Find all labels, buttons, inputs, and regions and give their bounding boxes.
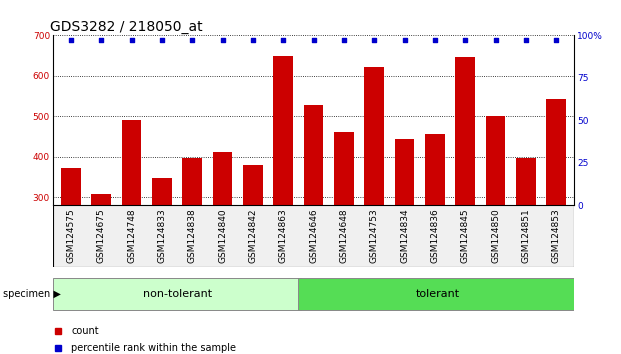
Text: GSM124648: GSM124648 — [340, 209, 348, 263]
Text: GSM124838: GSM124838 — [188, 209, 197, 263]
FancyBboxPatch shape — [299, 278, 578, 310]
Text: GSM124675: GSM124675 — [97, 209, 106, 263]
Point — [551, 38, 561, 43]
Point — [309, 38, 319, 43]
Bar — [546, 99, 566, 205]
Point — [188, 38, 197, 43]
Text: GSM124833: GSM124833 — [158, 209, 166, 263]
Text: GSM124840: GSM124840 — [218, 209, 227, 263]
Text: count: count — [71, 326, 99, 336]
Point — [339, 38, 349, 43]
Point — [96, 38, 106, 43]
Text: GSM124850: GSM124850 — [491, 209, 500, 263]
Text: GSM124836: GSM124836 — [430, 209, 440, 263]
Text: GSM124575: GSM124575 — [66, 209, 76, 263]
Bar — [304, 105, 324, 205]
Bar — [395, 139, 414, 205]
Bar — [152, 178, 172, 205]
Text: specimen ▶: specimen ▶ — [3, 289, 61, 299]
Text: GDS3282 / 218050_at: GDS3282 / 218050_at — [50, 21, 203, 34]
Text: GSM124646: GSM124646 — [309, 209, 318, 263]
Bar — [183, 158, 202, 205]
Bar — [334, 132, 354, 205]
Point — [248, 38, 258, 43]
Bar — [425, 134, 445, 205]
Bar — [213, 152, 232, 205]
Bar — [486, 116, 505, 205]
Text: GSM124748: GSM124748 — [127, 209, 136, 263]
Point — [127, 38, 137, 43]
Text: non-tolerant: non-tolerant — [143, 289, 212, 299]
Bar — [61, 168, 81, 205]
Point — [521, 38, 531, 43]
Point — [369, 38, 379, 43]
Point — [460, 38, 470, 43]
Point — [430, 38, 440, 43]
Text: GSM124851: GSM124851 — [522, 209, 530, 263]
Text: percentile rank within the sample: percentile rank within the sample — [71, 343, 236, 353]
Text: GSM124753: GSM124753 — [369, 209, 379, 263]
Text: GSM124863: GSM124863 — [279, 209, 288, 263]
Bar — [91, 194, 111, 205]
Point — [491, 38, 501, 43]
Bar — [243, 165, 263, 205]
Point — [66, 38, 76, 43]
Bar — [122, 120, 142, 205]
Text: GSM124834: GSM124834 — [400, 209, 409, 263]
FancyBboxPatch shape — [53, 278, 301, 310]
Text: GSM124853: GSM124853 — [551, 209, 561, 263]
Text: tolerant: tolerant — [416, 289, 460, 299]
Point — [217, 38, 227, 43]
Bar — [455, 57, 475, 205]
Point — [278, 38, 288, 43]
Point — [400, 38, 410, 43]
Text: GSM124845: GSM124845 — [461, 209, 469, 263]
Point — [157, 38, 167, 43]
Bar — [365, 67, 384, 205]
Bar — [273, 56, 293, 205]
Text: GSM124842: GSM124842 — [248, 209, 258, 263]
Bar — [516, 158, 536, 205]
